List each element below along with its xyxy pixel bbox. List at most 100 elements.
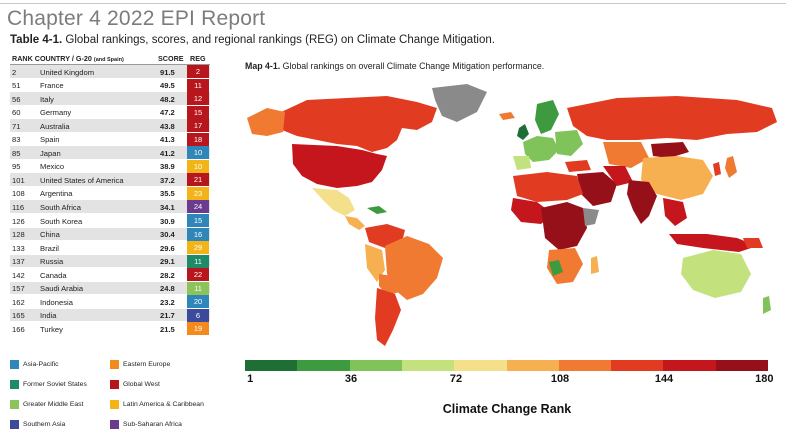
map-middle-east xyxy=(577,172,617,206)
map-southeast-asia xyxy=(663,198,687,226)
table-row: 108 Argentina 35.5 23 xyxy=(10,186,210,201)
score-cell: 28.2 xyxy=(160,270,175,280)
legend-swatch xyxy=(110,400,119,409)
score-cell: 23.2 xyxy=(160,297,175,307)
legend-swatch xyxy=(110,420,119,429)
scale-segment xyxy=(715,360,769,371)
map-central-africa xyxy=(541,202,587,250)
header-rule xyxy=(0,3,786,4)
scale-segment xyxy=(663,360,717,371)
reg-badge: 6 xyxy=(187,308,209,322)
table-row: 157 Saudi Arabia 24.8 11 xyxy=(10,281,210,296)
scale-segment xyxy=(611,360,664,371)
map-southern-africa xyxy=(547,248,583,284)
legend-swatch xyxy=(10,400,19,409)
rank-cell: 95 xyxy=(12,162,21,172)
map-mexico xyxy=(312,188,355,216)
scale-tick-label: 180 xyxy=(755,373,774,385)
reg-badge: 16 xyxy=(187,227,209,241)
region-legend: Asia-Pacific Eastern Europe Former Soviet … xyxy=(10,360,230,436)
reg-badge: 15 xyxy=(187,105,209,119)
country-cell: United Kingdom xyxy=(40,67,95,77)
rank-cell: 101 xyxy=(12,175,25,185)
table-row: 85 Japan 41.2 10 xyxy=(10,146,210,160)
scale-segment xyxy=(454,360,507,371)
map-iceland xyxy=(499,112,515,120)
reg-badge: 11 xyxy=(187,78,209,92)
score-cell: 21.7 xyxy=(160,311,175,321)
map-brazil xyxy=(385,236,443,300)
score-cell: 41.3 xyxy=(160,135,175,145)
scale-tick-label: 1 xyxy=(247,373,254,385)
map-caption: Map 4-1. Global rankings on overall Clim… xyxy=(245,61,544,71)
rank-cell: 83 xyxy=(12,135,21,145)
map-new-zealand xyxy=(763,296,771,314)
country-cell: Turkey xyxy=(40,324,63,334)
header-score: SCORE xyxy=(158,54,184,63)
rank-cell: 85 xyxy=(12,148,21,158)
reg-badge: 22 xyxy=(187,268,209,282)
map-usa xyxy=(292,144,387,188)
map-iberia xyxy=(513,156,531,170)
reg-badge: 10 xyxy=(187,159,209,173)
map-caribbean xyxy=(367,206,387,214)
ranking-table: RANK COUNTRY / G-20 (and Spain) SCORE RE… xyxy=(10,51,210,336)
map-korea xyxy=(713,162,721,176)
map-scandinavia xyxy=(535,100,559,134)
world-map-svg xyxy=(247,84,777,346)
legend-label: Southern Asia xyxy=(23,421,66,428)
country-cell: Mexico xyxy=(40,162,65,172)
rank-scale-title: Climate Change Rank xyxy=(442,402,572,416)
map-mongolia xyxy=(651,142,689,158)
map-turkey xyxy=(565,160,591,172)
table-row: 51 France 49.5 11 xyxy=(10,78,210,93)
score-cell: 29.1 xyxy=(160,257,175,267)
table-row: 56 Italy 48.2 12 xyxy=(10,92,210,106)
reg-badge: 23 xyxy=(187,186,209,200)
reg-badge: 2 xyxy=(187,65,209,78)
rank-cell: 60 xyxy=(12,108,21,118)
score-cell: 37.2 xyxy=(160,175,175,185)
map-australia xyxy=(681,250,751,298)
legend-label: Asia-Pacific xyxy=(23,361,59,368)
map-central-asia xyxy=(603,142,649,168)
map-japan xyxy=(725,156,737,178)
map-uk xyxy=(517,124,529,140)
chapter-title: Chapter 4 2022 EPI Report xyxy=(7,7,266,30)
scale-tick-label: 108 xyxy=(550,373,570,385)
map-central-america xyxy=(345,216,365,230)
score-cell: 41.2 xyxy=(160,148,175,158)
score-cell: 34.1 xyxy=(160,202,175,212)
reg-badge: 17 xyxy=(187,119,209,133)
map-south-africa-green xyxy=(549,260,563,276)
scale-tick-label: 72 xyxy=(449,373,463,385)
legend-label: Latin America & Caribbean xyxy=(123,401,204,408)
map-western-europe xyxy=(523,136,559,162)
scale-segment xyxy=(245,360,298,371)
country-cell: Italy xyxy=(40,94,54,104)
legend-swatch xyxy=(10,420,19,429)
map-canada xyxy=(277,96,437,152)
map-indonesia xyxy=(669,234,757,252)
table-header-row: RANK COUNTRY / G-20 (and Spain) SCORE RE… xyxy=(10,51,210,65)
map-argentina xyxy=(375,288,401,346)
scale-segment xyxy=(506,360,560,371)
map-madagascar xyxy=(591,256,599,274)
score-cell: 29.6 xyxy=(160,243,175,253)
reg-badge: 19 xyxy=(187,322,209,336)
score-cell: 43.8 xyxy=(160,121,175,131)
table-row: 165 India 21.7 6 xyxy=(10,308,210,323)
rank-cell: 56 xyxy=(12,94,21,104)
map-peru xyxy=(365,244,385,282)
legend-label: Sub-Saharan Africa xyxy=(123,421,182,428)
rank-cell: 137 xyxy=(12,257,25,267)
legend-label: Greater Middle East xyxy=(23,401,84,408)
table-row: 83 Spain 41.3 18 xyxy=(10,132,210,147)
rank-cell: 126 xyxy=(12,216,25,226)
table-row: 142 Canada 28.2 22 xyxy=(10,268,210,282)
table-row: 2 United Kingdom 91.5 2 xyxy=(10,65,210,79)
map-png xyxy=(743,238,763,248)
map-russia xyxy=(567,96,777,140)
country-cell: Japan xyxy=(40,148,61,158)
header-reg: REG xyxy=(190,54,206,63)
